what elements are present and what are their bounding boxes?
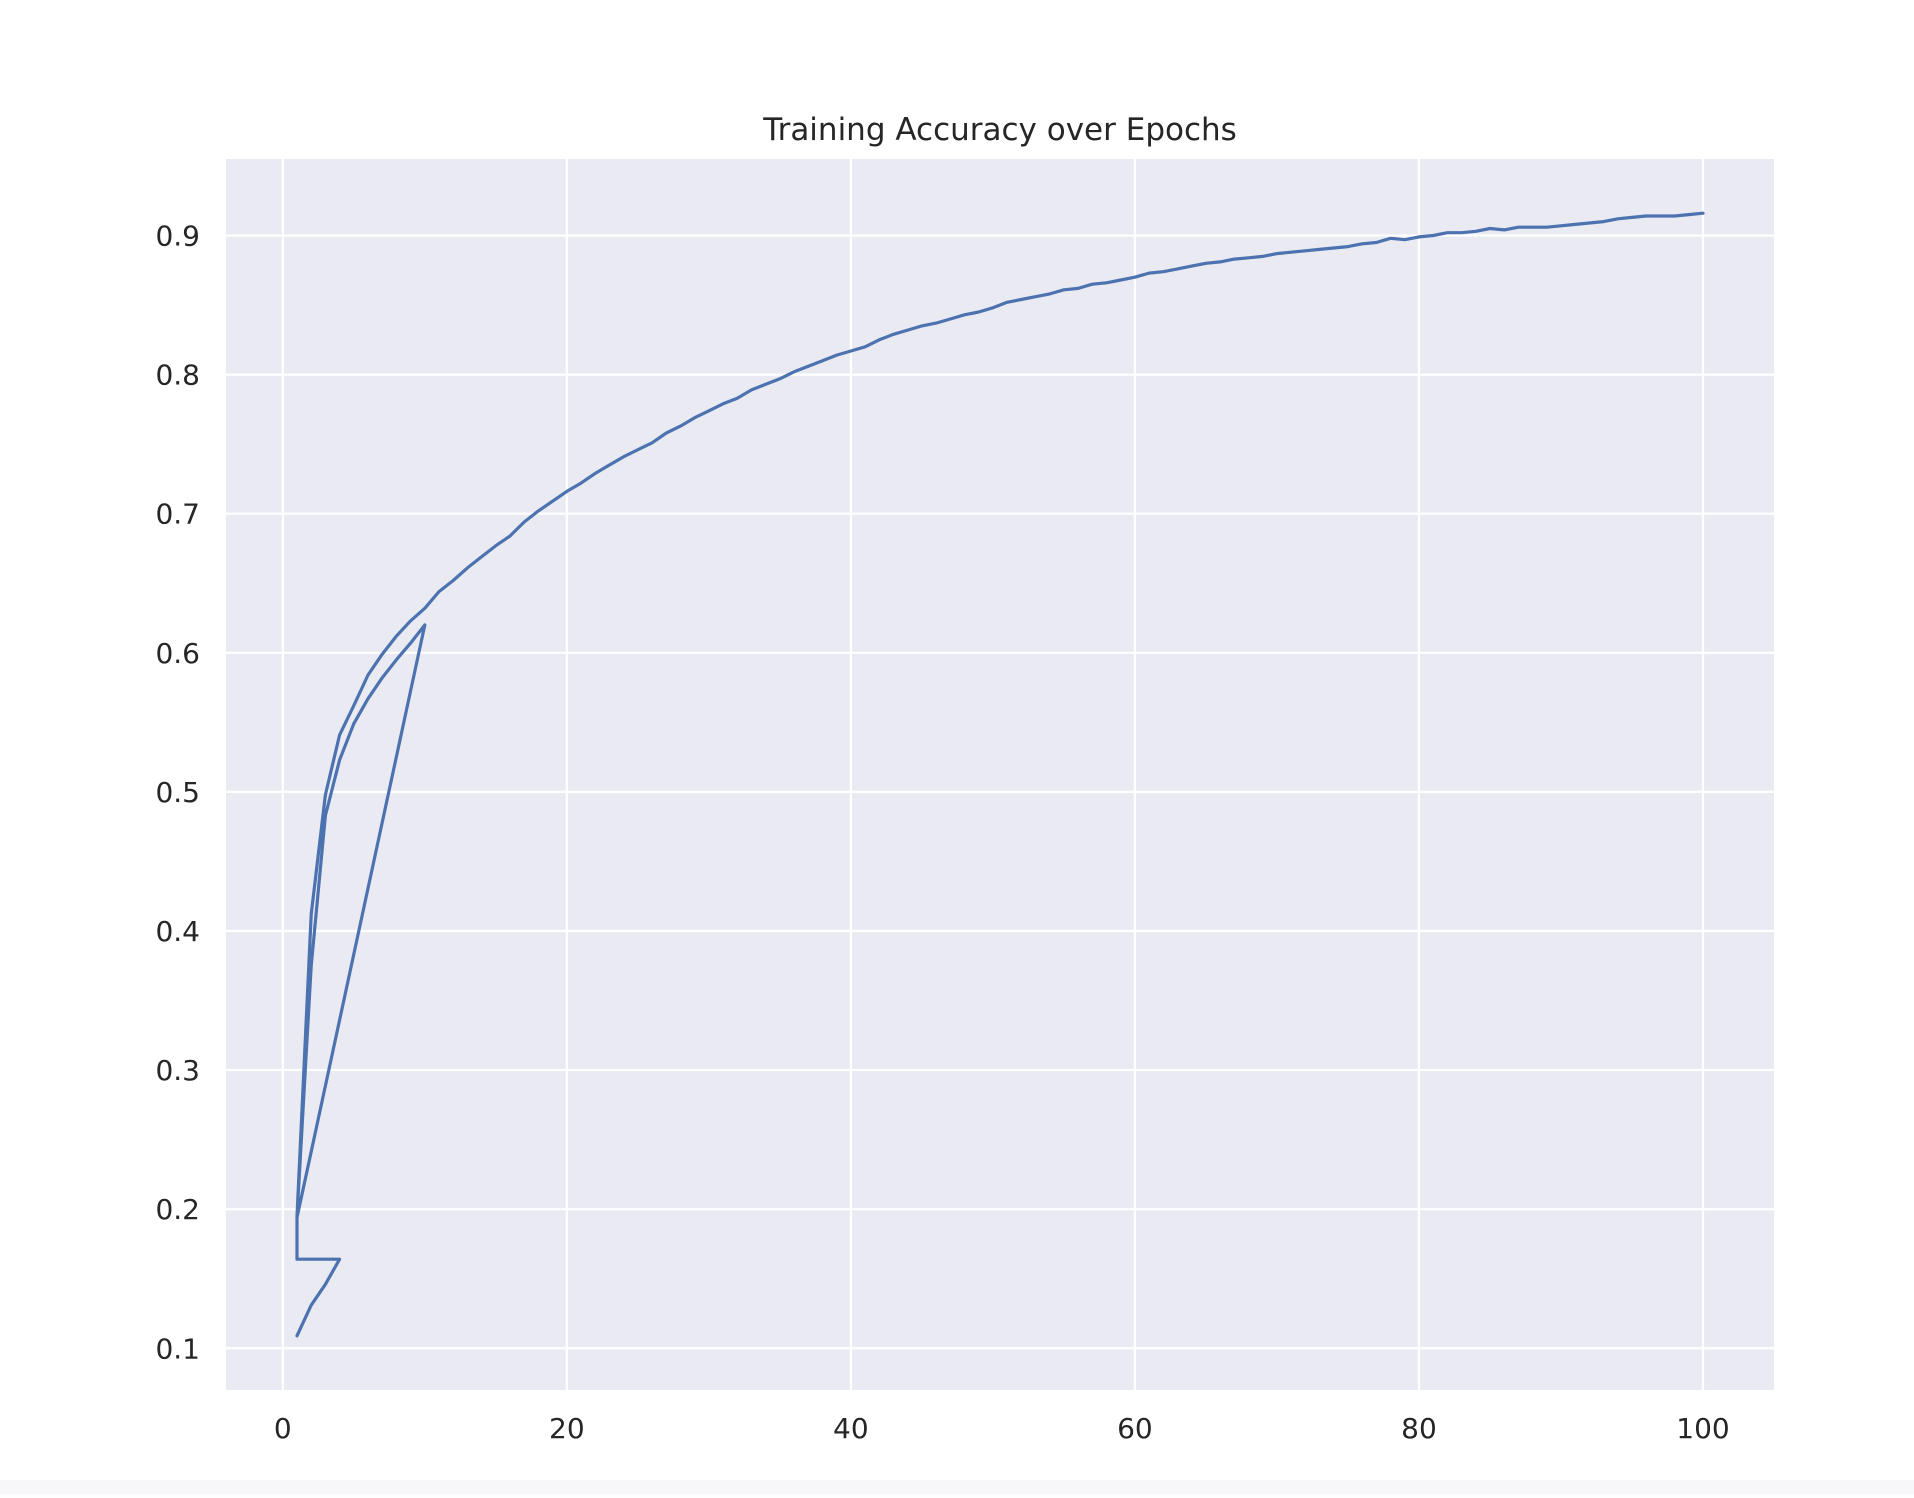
x-tick-label: 100 xyxy=(1676,1412,1729,1445)
y-tick-label: 0.8 xyxy=(155,359,200,392)
y-tick-label: 0.7 xyxy=(155,498,200,531)
grid-lines xyxy=(226,159,1774,1390)
y-tick-label: 0.9 xyxy=(155,220,200,253)
y-tick-label: 0.3 xyxy=(155,1054,200,1087)
x-tick-label: 20 xyxy=(549,1412,585,1445)
y-tick-label: 0.2 xyxy=(155,1193,200,1226)
plot-area xyxy=(226,159,1774,1390)
y-tick-label: 0.1 xyxy=(155,1332,200,1365)
series-line xyxy=(295,211,1705,1338)
x-tick-label: 60 xyxy=(1117,1412,1153,1445)
x-tick-label: 0 xyxy=(274,1412,292,1445)
x-axis-ticks: 0 20 40 60 80 100 xyxy=(274,1412,1730,1445)
bottom-strip xyxy=(0,1480,1914,1494)
y-axis-ticks: 0.1 0.2 0.3 0.4 0.5 0.6 0.7 0.8 0.9 xyxy=(155,220,200,1366)
chart-title: Training Accuracy over Epochs xyxy=(762,112,1237,148)
y-tick-label: 0.5 xyxy=(155,776,200,809)
x-tick-label: 40 xyxy=(833,1412,869,1445)
y-tick-label: 0.4 xyxy=(155,915,200,948)
series-layer xyxy=(295,211,1705,1338)
y-tick-label: 0.6 xyxy=(155,637,200,670)
x-tick-label: 80 xyxy=(1401,1412,1437,1445)
